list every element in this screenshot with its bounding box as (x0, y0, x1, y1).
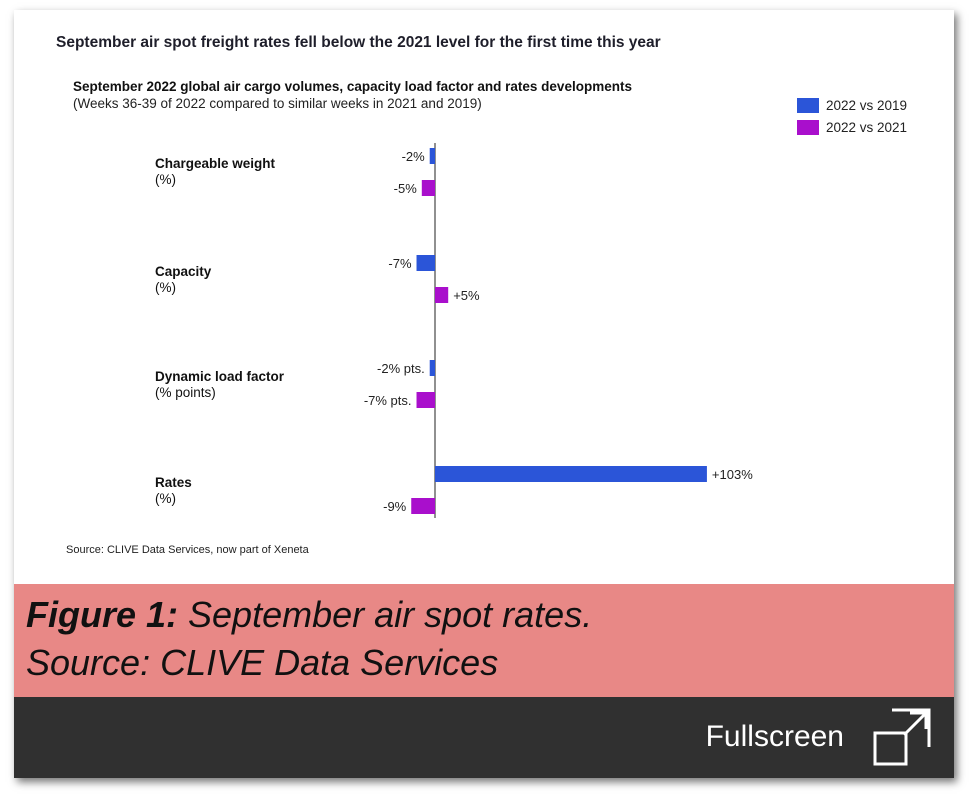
legend-swatch (797, 119, 819, 135)
category-label-capacity: Capacity (%) (155, 264, 211, 296)
category-unit: (%) (155, 172, 176, 187)
chart-headline: September air spot freight rates fell be… (56, 34, 661, 51)
media-toolbar: Fullscreen (14, 697, 954, 778)
source-note: Source: CLIVE Data Services, now part of… (66, 544, 309, 556)
legend-swatch (797, 97, 819, 113)
category-label-dynamic-load-factor: Dynamic load factor (% points) (155, 369, 284, 401)
data-label: -7% pts. (364, 393, 412, 408)
bar-vs-2019 (416, 255, 435, 271)
data-label: -2% pts. (377, 361, 425, 376)
category-label-rates: Rates (%) (155, 475, 192, 507)
legend-item-2022-vs-2021: 2022 vs 2021 (797, 116, 907, 138)
data-label: +5% (453, 288, 480, 303)
figure-caption: Figure 1: September air spot rates. Sour… (14, 584, 954, 697)
legend-label: 2022 vs 2021 (826, 119, 908, 135)
category-name: Capacity (155, 264, 212, 279)
data-label: -2% (402, 149, 426, 164)
bar-vs-2021 (421, 180, 435, 196)
chart-legend: 2022 vs 2019 2022 vs 2021 (797, 94, 907, 138)
expand-icon (873, 708, 931, 766)
category-unit: (% points) (155, 385, 216, 400)
legend-label: 2022 vs 2019 (826, 97, 908, 113)
category-unit: (%) (155, 491, 176, 506)
bar-vs-2021 (411, 498, 435, 514)
bar-vs-2021 (435, 287, 449, 303)
chart-subtitle: (Weeks 36-39 of 2022 compared to similar… (73, 96, 482, 111)
category-name: Dynamic load factor (155, 369, 285, 384)
data-label: -9% (383, 499, 407, 514)
data-label: -7% (388, 256, 412, 271)
caption-line-1: Figure 1: September air spot rates. (26, 594, 592, 636)
data-label: +103% (712, 467, 753, 482)
caption-line-2: Source: CLIVE Data Services (26, 642, 499, 683)
caption-text: September air spot rates. (178, 594, 593, 635)
bar-vs-2019 (435, 466, 707, 482)
chart-title: September 2022 global air cargo volumes,… (73, 79, 632, 94)
bar-vs-2019 (429, 360, 435, 376)
category-name: Rates (155, 475, 192, 490)
data-label: -5% (394, 181, 418, 196)
bar-chart: -2% -7% -2% pts. +103% -5% +5% -7% pts. -9% (364, 143, 753, 518)
category-label-chargeable-weight: Chargeable weight (%) (155, 156, 275, 188)
category-unit: (%) (155, 280, 176, 295)
category-name: Chargeable weight (155, 156, 276, 171)
legend-item-2022-vs-2019: 2022 vs 2019 (797, 94, 907, 116)
caption-label: Figure 1: (26, 594, 179, 635)
fullscreen-button[interactable]: Fullscreen (706, 705, 934, 769)
fullscreen-label: Fullscreen (705, 720, 844, 753)
bar-vs-2021 (416, 392, 435, 408)
figure-card: September air spot freight rates fell be… (14, 10, 954, 778)
bar-vs-2019 (429, 148, 435, 164)
